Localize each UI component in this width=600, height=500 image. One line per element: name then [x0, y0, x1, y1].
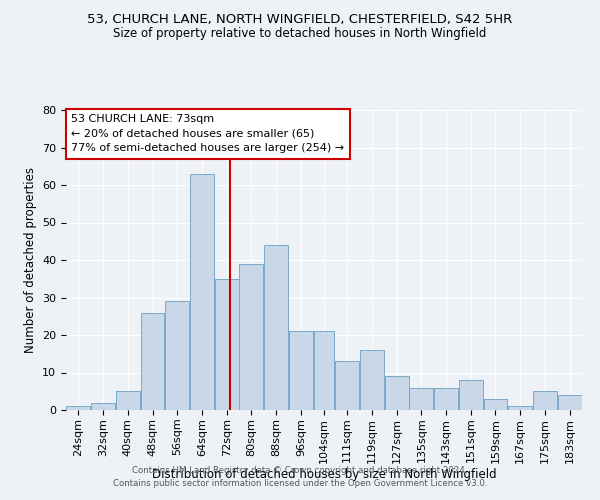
Text: 53, CHURCH LANE, NORTH WINGFIELD, CHESTERFIELD, S42 5HR: 53, CHURCH LANE, NORTH WINGFIELD, CHESTE… [88, 12, 512, 26]
Bar [116, 391, 140, 410]
Bar [385, 376, 409, 410]
Text: Size of property relative to detached houses in North Wingfield: Size of property relative to detached ho… [113, 28, 487, 40]
Bar [335, 361, 359, 410]
Bar [264, 245, 288, 410]
Bar [459, 380, 482, 410]
Bar [140, 312, 164, 410]
Y-axis label: Number of detached properties: Number of detached properties [23, 167, 37, 353]
Text: Contains HM Land Registry data © Crown copyright and database right 2024.
Contai: Contains HM Land Registry data © Crown c… [113, 466, 487, 487]
Bar [533, 391, 557, 410]
Bar [239, 264, 263, 410]
Bar [166, 301, 189, 410]
Bar [409, 388, 433, 410]
Bar [91, 402, 115, 410]
Text: 53 CHURCH LANE: 73sqm
← 20% of detached houses are smaller (65)
77% of semi-deta: 53 CHURCH LANE: 73sqm ← 20% of detached … [71, 114, 344, 154]
X-axis label: Distribution of detached houses by size in North Wingfield: Distribution of detached houses by size … [152, 468, 496, 481]
Bar [289, 331, 313, 410]
Bar [314, 331, 334, 410]
Bar [434, 388, 458, 410]
Bar [508, 406, 532, 410]
Bar [484, 399, 508, 410]
Bar [360, 350, 384, 410]
Bar [67, 406, 90, 410]
Bar [215, 279, 239, 410]
Bar [558, 395, 581, 410]
Bar [190, 174, 214, 410]
